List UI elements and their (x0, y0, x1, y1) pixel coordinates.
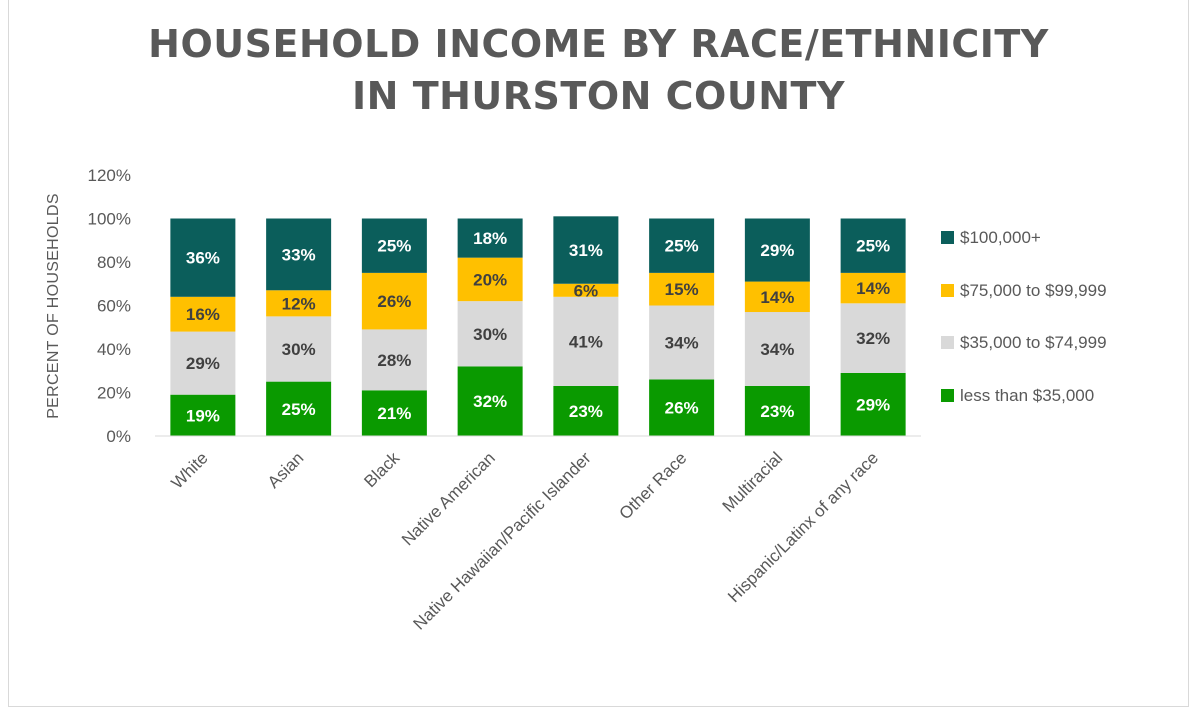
y-tick-label: 20% (97, 384, 131, 403)
data-label: 18% (473, 229, 507, 248)
bar-segment (361, 329, 427, 391)
data-label: 14% (856, 279, 890, 298)
data-label: 29% (186, 354, 220, 373)
data-label: 23% (569, 402, 603, 421)
data-label: 25% (282, 400, 316, 419)
bar-segment (361, 390, 427, 436)
data-label: 19% (186, 406, 220, 425)
x-category-label: Black (360, 448, 403, 491)
bar-segment (266, 381, 332, 436)
bar-segment (744, 281, 810, 313)
data-label: 20% (473, 270, 507, 289)
data-label: 28% (377, 351, 411, 370)
y-tick-label: 40% (97, 340, 131, 359)
bars: 19% 25% 21% 32% 23% 26% 23% 29% 29% 30% 28% 30% 41% 3… (170, 216, 906, 436)
data-label: 14% (760, 288, 794, 307)
data-label: 32% (856, 329, 890, 348)
data-label: 25% (665, 237, 699, 256)
x-category-label: Native American (398, 448, 499, 549)
legend-item-label: less than $35,000 (960, 386, 1094, 405)
bar-segment (170, 218, 236, 297)
bar-segment (457, 366, 523, 436)
bar-segment (649, 218, 715, 273)
y-axis-title: PERCENT OF HOUSEHOLDS (45, 193, 62, 419)
chart-title-line-1: HOUSEHOLD INCOME BY RACE/ETHNICITY (148, 22, 1049, 66)
bar-segment (457, 301, 523, 367)
legend-swatch (941, 336, 954, 349)
data-label: 26% (665, 399, 699, 418)
bar-segment (170, 296, 236, 332)
series-group: 19% 25% 21% 32% 23% 26% 23% 29% (170, 366, 906, 436)
series-group: 36% 33% 25% 18% 31% 25% 29% 25% (170, 216, 906, 297)
bar-segment (553, 296, 619, 386)
data-label: 32% (473, 392, 507, 411)
x-category-label: White (168, 448, 212, 492)
x-category-label: Native Hawaiian/Pacific Islander (410, 448, 595, 633)
y-tick-label: 80% (97, 253, 131, 272)
bar-segment (649, 379, 715, 436)
bar-segment (553, 385, 619, 436)
data-label: 29% (760, 241, 794, 260)
bar-segment (840, 303, 906, 373)
y-tick-label: 100% (88, 210, 131, 229)
y-tick-label: 120% (88, 166, 131, 185)
bar-segment (649, 305, 715, 380)
chart-title: HOUSEHOLD INCOME BY RACE/ETHNICITY IN TH… (8, 18, 1189, 122)
legend-item-label: $100,000+ (960, 228, 1041, 247)
y-axis: 0% 20% 40% 60% 80% 100% 120% (88, 166, 131, 446)
bar-segment (553, 216, 619, 284)
bar-segment (744, 385, 810, 436)
legend-swatch (941, 389, 954, 402)
data-label: 23% (760, 402, 794, 421)
data-label: 30% (473, 325, 507, 344)
bar-segment (361, 272, 427, 330)
y-tick-label: 60% (97, 297, 131, 316)
data-label: 31% (569, 241, 603, 260)
bar-segment (266, 316, 332, 382)
data-label: 21% (377, 404, 411, 423)
bar-segment (170, 394, 236, 436)
legend-swatch (941, 231, 954, 244)
legend-item-label: $75,000 to $99,999 (960, 281, 1107, 300)
data-label: 26% (377, 292, 411, 311)
data-label: 36% (186, 249, 220, 268)
bar-segment (744, 312, 810, 386)
data-label: 25% (377, 237, 411, 256)
data-label: 25% (856, 237, 890, 256)
bar-segment (840, 272, 906, 304)
bar-segment (744, 218, 810, 282)
bar-segment (649, 272, 715, 306)
legend-item-label: $35,000 to $74,999 (960, 333, 1107, 352)
series-group: 29% 30% 28% 30% 41% 34% 34% 32% (170, 296, 906, 395)
data-label: 34% (665, 333, 699, 352)
data-label: 6% (574, 281, 599, 300)
bar-segment (266, 218, 332, 291)
data-label: 34% (760, 340, 794, 359)
data-label: 33% (282, 245, 316, 264)
data-label: 12% (282, 294, 316, 313)
bar-segment (457, 218, 523, 258)
x-category-label: Asian (264, 448, 308, 492)
data-label: 29% (856, 395, 890, 414)
chart-title-line-2: IN THURSTON COUNTY (352, 74, 845, 118)
bar-segment (266, 290, 332, 317)
y-tick-label: 0% (106, 427, 131, 446)
bar-segment (457, 257, 523, 302)
bar-segment (553, 283, 619, 297)
bar-segment (361, 218, 427, 273)
data-label: 16% (186, 305, 220, 324)
data-label: 30% (282, 340, 316, 359)
bar-segment (840, 218, 906, 273)
x-category-label: Multiracial (719, 448, 787, 516)
legend-swatch (941, 284, 954, 297)
data-label: 41% (569, 332, 603, 351)
bar-segment (840, 372, 906, 436)
bar-segment (170, 331, 236, 395)
series-group: 16% 12% 26% 20% 6% 15% 14% 14% (170, 257, 906, 332)
x-category-label: Other Race (616, 448, 691, 523)
data-label: 15% (665, 280, 699, 299)
legend: $100,000+ $75,000 to $99,999 $35,000 to $7… (941, 228, 1107, 405)
